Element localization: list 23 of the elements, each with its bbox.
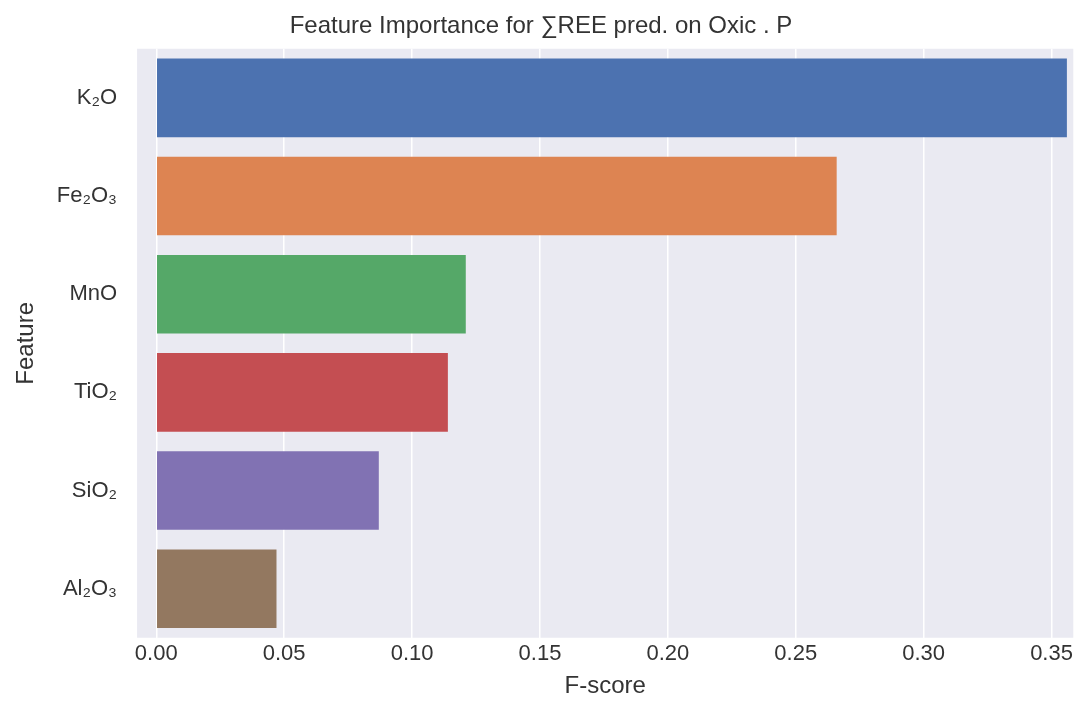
bar [157, 156, 837, 236]
y-axis-title: Feature [11, 301, 39, 385]
x-tick-label: 0.10 [390, 640, 434, 666]
y-tick-label: Fe₂O₃ [56, 182, 118, 208]
y-tick-label: SiO₂ [71, 476, 118, 502]
x-axis-title: F-score [564, 671, 646, 699]
x-tick-label: 0.35 [1030, 640, 1073, 666]
bar [157, 254, 466, 334]
bar [157, 58, 1067, 138]
x-tick-label: 0.15 [518, 640, 562, 666]
x-tick-label: 0.25 [774, 640, 818, 666]
y-tick-label: TiO₂ [73, 378, 118, 404]
x-tick-label: 0.30 [902, 640, 946, 666]
chart-title: Feature Importance for ∑REE pred. on Oxic . P [289, 11, 793, 40]
bar [157, 549, 277, 628]
x-tick-label: 0.05 [262, 640, 306, 666]
bar [157, 451, 379, 530]
bar [157, 353, 448, 432]
y-tick-label: K₂O [76, 83, 118, 109]
y-tick-label: MnO [69, 280, 118, 306]
x-tick-label: 0.20 [646, 640, 690, 666]
x-tick-label: 0.00 [134, 640, 178, 666]
y-tick-label: Al₂O₃ [62, 574, 118, 600]
